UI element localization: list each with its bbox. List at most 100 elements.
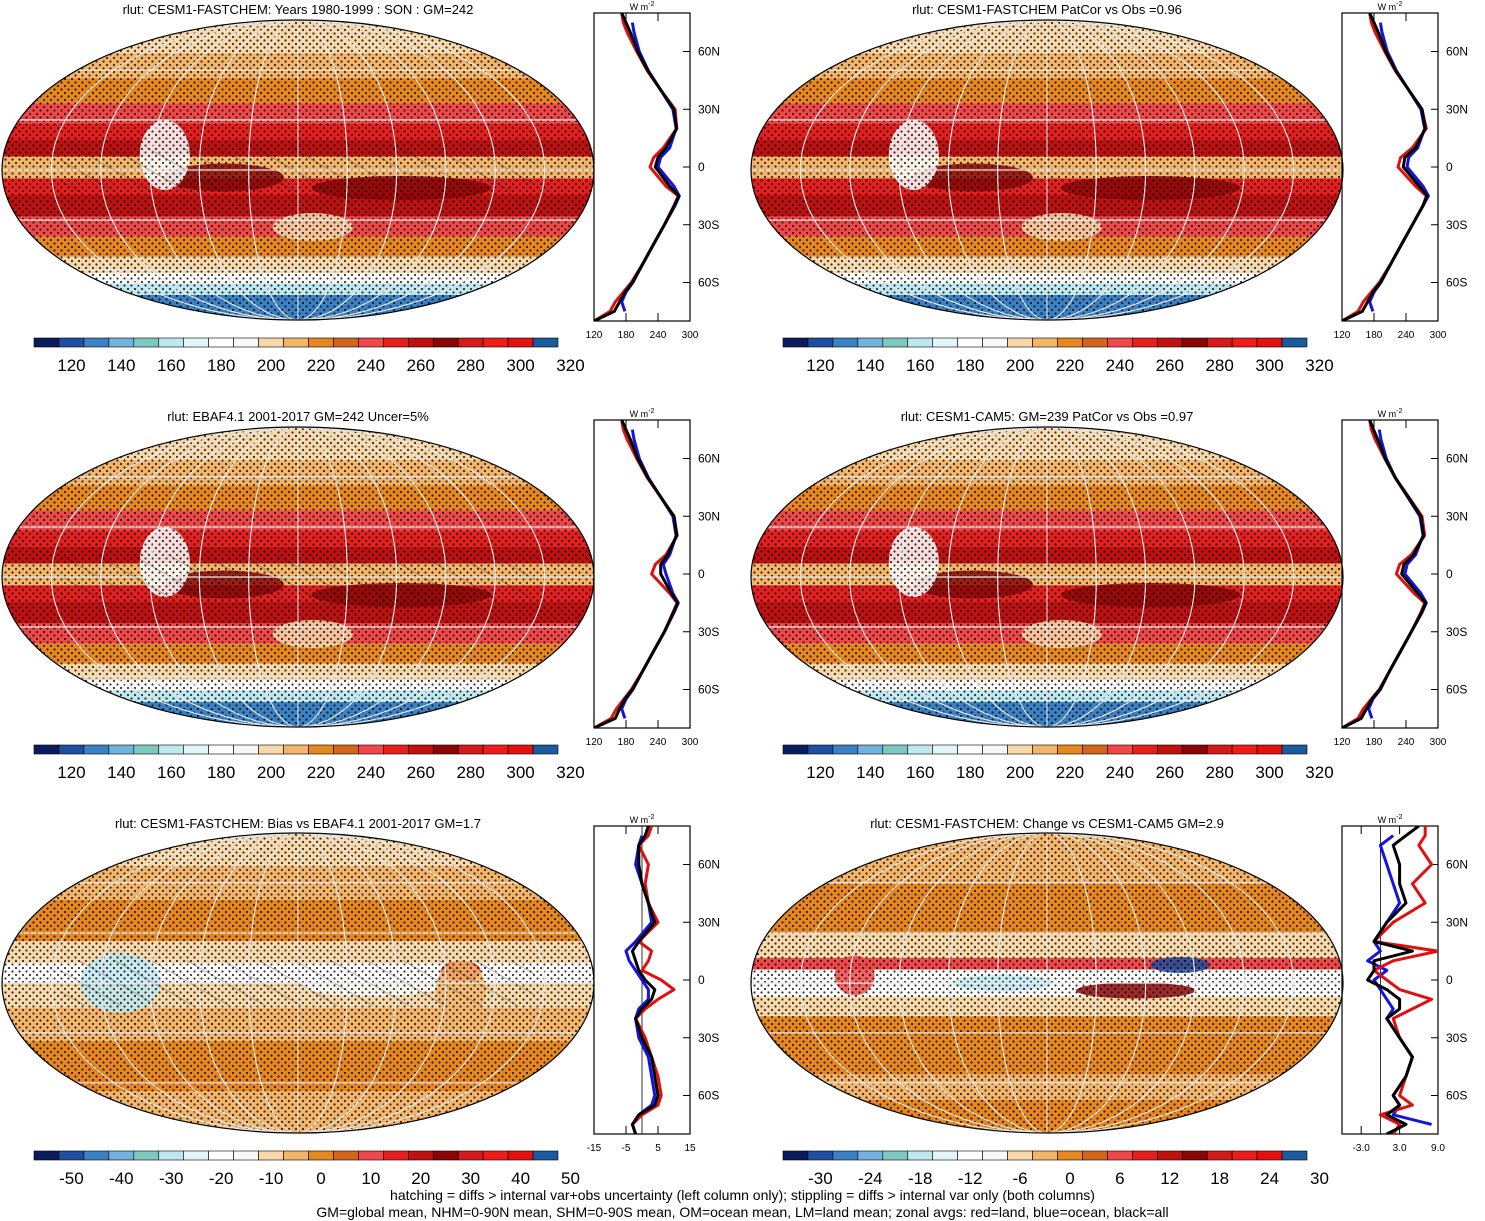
zonal-series (1366, 826, 1438, 1134)
colorbar-swatch (1256, 744, 1283, 755)
colorbar-swatch (457, 744, 484, 755)
zonal-mean-plot: -15 -5 5 15 W m-2 60N 30N 0 30S 60S (587, 814, 720, 1154)
zonal-lat-label: 60N (1446, 452, 1468, 466)
graticule-meridian (50, 20, 546, 320)
colorbar-label: 120 (57, 763, 85, 782)
colorbar-swatch (982, 1150, 1008, 1161)
zonal-unit-main: W m (1378, 409, 1397, 419)
colorbar: -30 -24 -18 -12 -6 0 6 12 18 24 30 (782, 1150, 1329, 1188)
colorbar-swatch (832, 1150, 859, 1161)
colorbar-label: 280 (456, 356, 484, 375)
zonal-unit-sup: -2 (648, 408, 654, 415)
zonal-lat-label: 30S (1446, 1031, 1467, 1045)
colorbar-label: 220 (1056, 763, 1084, 782)
colorbar-swatch (83, 337, 110, 348)
graticule-meridian (100, 833, 496, 1133)
zonal-unit-sup: -2 (648, 814, 654, 821)
colorbar-swatch (308, 744, 334, 755)
colorbar: 120 140 160 180 200 220 240 260 280 300 320 (33, 744, 585, 782)
zonal-lat-label: 60S (1446, 1089, 1467, 1103)
colorbar-label: 220 (307, 356, 335, 375)
zonal-lat-label: 0 (698, 973, 705, 987)
colorbar-label: 20 (411, 1169, 430, 1188)
colorbar-swatch (457, 1150, 484, 1161)
colorbar-swatch (907, 337, 934, 348)
colorbar-swatch (358, 1150, 384, 1161)
zonal-mean-plot: 120 180 240 300 W m-2 60N 30N 0 30S 60S (586, 408, 720, 748)
colorbar-label: 140 (856, 763, 884, 782)
zonal-lat-label: 0 (1446, 973, 1453, 987)
graticule-meridian (198, 20, 398, 320)
zonal-x-tick-label: 180 (1366, 330, 1383, 341)
zonal-unit-main: W m (630, 409, 649, 419)
graticule-meridian (799, 427, 1295, 727)
graticule-meridian (997, 833, 1097, 1133)
graticule-meridian (149, 20, 447, 320)
colorbar-swatch (283, 337, 309, 348)
zonal-unit-main: W m (630, 815, 649, 825)
colorbar-swatch (108, 337, 135, 348)
colorbar-swatch (1281, 337, 1308, 348)
zonal-x-tick-label: 9.0 (1431, 1143, 1445, 1154)
graticule-meridian (100, 427, 496, 727)
zonal-x-tick-label: 180 (618, 330, 635, 341)
panel-title: rlut: CESM1-FASTCHEM: Change vs CESM1-CA… (870, 816, 1224, 831)
colorbar-swatch (932, 1150, 958, 1161)
panel-6: rlut: CESM1-FASTCHEM: Change vs CESM1-CA… (750, 814, 1468, 1188)
colorbar-label: 320 (1305, 763, 1333, 782)
zonal-lat-label: 0 (698, 160, 705, 174)
zonal-lat-label: 30S (1446, 625, 1467, 639)
colorbar-swatch (33, 1150, 60, 1161)
colorbar-swatch (807, 744, 834, 755)
zonal-x-tick-label: 120 (1334, 330, 1351, 341)
zonal-lat-label: 30N (1446, 509, 1468, 523)
colorbar-swatch (1057, 337, 1083, 348)
map-field (751, 427, 1343, 727)
colorbar-label: -30 (159, 1169, 184, 1188)
colorbar-swatch (133, 744, 160, 755)
map-field (751, 833, 1343, 1133)
colorbar-swatch (982, 337, 1008, 348)
colorbar-swatch (407, 1150, 434, 1161)
colorbar-swatch (108, 1150, 135, 1161)
zonal-x-tick-label: -5 (622, 1143, 631, 1154)
colorbar-label: 180 (207, 763, 235, 782)
colorbar-swatch (907, 744, 934, 755)
colorbar-swatch (1256, 1150, 1283, 1161)
colorbar-swatch (457, 337, 484, 348)
colorbar-label: 300 (506, 763, 534, 782)
graticule-meridian (947, 427, 1147, 727)
zonal-series (624, 826, 676, 1134)
graticule-meridian (947, 833, 1147, 1133)
colorbar-swatch (1007, 744, 1033, 755)
zonal-lat-label: 0 (1446, 567, 1453, 581)
graticule-meridian (149, 427, 447, 727)
colorbar-swatch (882, 1150, 909, 1161)
colorbar-label: 200 (257, 356, 285, 375)
colorbar-swatch (1256, 337, 1283, 348)
colorbar-swatch (1082, 744, 1108, 755)
colorbar-label: 260 (1156, 356, 1184, 375)
colorbar-swatch (807, 1150, 834, 1161)
colorbar-label: 50 (561, 1169, 580, 1188)
zonal-lat-label: 60N (698, 452, 720, 466)
colorbar-swatch (233, 337, 259, 348)
zonal-line-land (630, 826, 676, 1134)
colorbar-swatch (183, 337, 209, 348)
colorbar-swatch (1082, 1150, 1108, 1161)
colorbar-swatch (333, 337, 359, 348)
colorbar-swatch (1132, 1150, 1158, 1161)
graticule-meridian (849, 427, 1245, 727)
colorbar-swatch (482, 337, 509, 348)
colorbar-swatch (308, 1150, 334, 1161)
footer-line-2: GM=global mean, NHM=0-90N mean, SHM=0-90… (316, 1204, 1169, 1220)
colorbar-label: 30 (1310, 1169, 1329, 1188)
zonal-x-tick-label: 180 (618, 737, 635, 748)
graticule-meridian (248, 427, 348, 727)
graticule-meridian (898, 427, 1196, 727)
graticule-meridian (947, 20, 1147, 320)
colorbar-swatch (208, 1150, 234, 1161)
zonal-line-all (593, 420, 680, 728)
zonal-lat-label: 60N (698, 45, 720, 59)
